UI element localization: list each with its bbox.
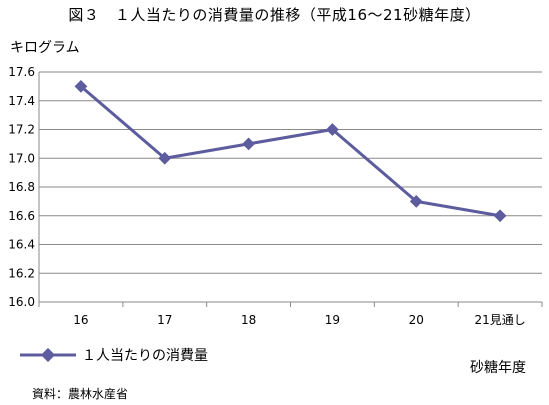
y-tick-label: 17.6 xyxy=(8,65,35,79)
data-point-marker xyxy=(409,195,423,208)
series-layer xyxy=(74,80,507,223)
y-tick-label: 16.2 xyxy=(8,266,35,280)
source-note: 資料：農林水産省 xyxy=(32,387,129,401)
x-tick-label: 16 xyxy=(73,313,88,327)
legend-swatch xyxy=(20,348,76,362)
y-tick-labels: 16.0 16.2 16.4 16.6 16.8 17.0 17.2 17.4 17.6 xyxy=(8,65,35,309)
x-tick-label: 21見通し xyxy=(474,313,525,327)
data-point-marker xyxy=(158,151,172,165)
x-tick-label: 17 xyxy=(157,313,172,327)
x-tick-label: 18 xyxy=(241,313,256,327)
axes xyxy=(38,72,543,307)
y-axis-label: キログラム xyxy=(10,40,80,56)
x-tick-labels: 16 17 18 19 20 21見通し xyxy=(73,313,525,327)
y-tick-label: 17.4 xyxy=(8,94,35,108)
x-tick-label: 20 xyxy=(409,313,424,327)
legend: １人当たりの消費量 xyxy=(18,345,208,365)
y-tick-label: 16.8 xyxy=(8,180,35,194)
y-tick-label: 17.2 xyxy=(8,123,35,137)
x-axis-label: 砂糖年度 xyxy=(470,360,526,376)
grid-lines xyxy=(39,71,542,274)
chart-title: 図３ １人当たりの消費量の推移（平成16～21砂糖年度） xyxy=(68,6,481,24)
legend-label: １人当たりの消費量 xyxy=(82,348,208,364)
data-point-marker xyxy=(326,123,339,136)
x-tick-label: 19 xyxy=(325,313,340,327)
data-point-marker xyxy=(493,209,507,223)
series-line xyxy=(79,85,501,218)
y-tick-label: 16.4 xyxy=(8,238,35,252)
y-tick-label: 16.0 xyxy=(8,295,35,309)
y-tick-label: 16.6 xyxy=(8,209,35,223)
data-point-marker xyxy=(242,137,255,151)
y-tick-label: 17.0 xyxy=(8,151,35,165)
